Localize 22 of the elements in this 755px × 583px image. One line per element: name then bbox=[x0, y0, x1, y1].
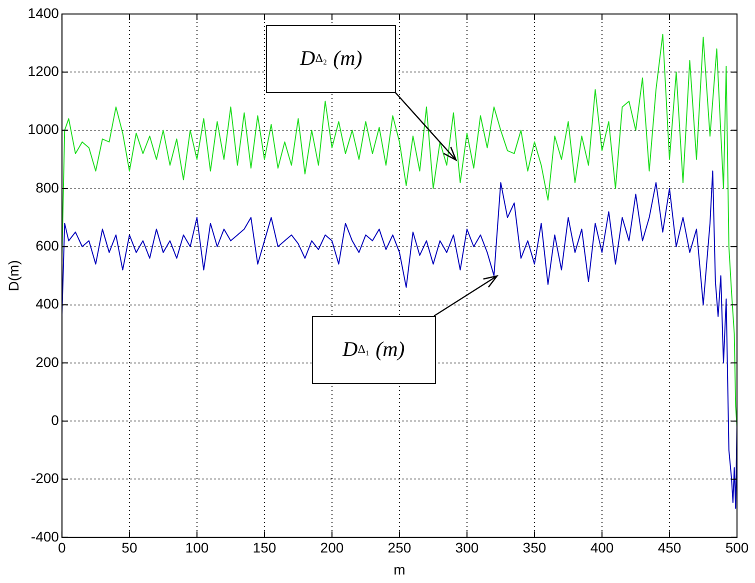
y-tick-label: 1000 bbox=[28, 121, 60, 138]
x-tick-label: 500 bbox=[725, 540, 749, 556]
x-tick-label: 50 bbox=[122, 540, 138, 556]
x-tick-label: 300 bbox=[455, 540, 479, 556]
y-axis-title: D(m) bbox=[5, 260, 22, 292]
y-tick-label: 200 bbox=[36, 354, 60, 370]
x-tick-label: 450 bbox=[658, 540, 682, 556]
y-tick-label: 1400 bbox=[28, 4, 60, 21]
x-tick-label: 400 bbox=[590, 540, 614, 556]
x-tick-label: 150 bbox=[252, 540, 276, 556]
y-tick-label: -200 bbox=[30, 470, 60, 486]
y-tick-label: 600 bbox=[36, 237, 60, 254]
x-tick-label: 200 bbox=[320, 540, 344, 556]
x-tick-label: 250 bbox=[388, 540, 412, 556]
x-tick-label: 100 bbox=[185, 540, 209, 556]
y-tick-label: 0 bbox=[51, 412, 60, 428]
y-tick-label: -400 bbox=[30, 528, 60, 544]
y-tick-label: 1200 bbox=[28, 63, 60, 80]
y-tick-label: 800 bbox=[36, 179, 60, 196]
x-tick-label: 350 bbox=[522, 540, 546, 556]
y-tick-label: 400 bbox=[36, 296, 60, 312]
x-axis-title: m bbox=[394, 561, 406, 578]
